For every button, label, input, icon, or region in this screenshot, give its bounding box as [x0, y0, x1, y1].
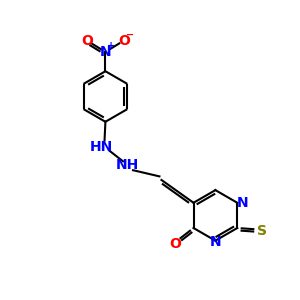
Text: O: O: [118, 34, 130, 48]
Text: NH: NH: [116, 158, 139, 172]
Text: O: O: [81, 34, 93, 48]
Text: S: S: [256, 224, 267, 238]
Text: N: N: [237, 196, 248, 210]
Text: O: O: [169, 237, 181, 251]
Text: −: −: [126, 30, 134, 40]
Text: +: +: [107, 41, 116, 51]
Text: N: N: [210, 235, 221, 249]
Text: HN: HN: [89, 140, 112, 154]
Text: N: N: [100, 45, 111, 59]
